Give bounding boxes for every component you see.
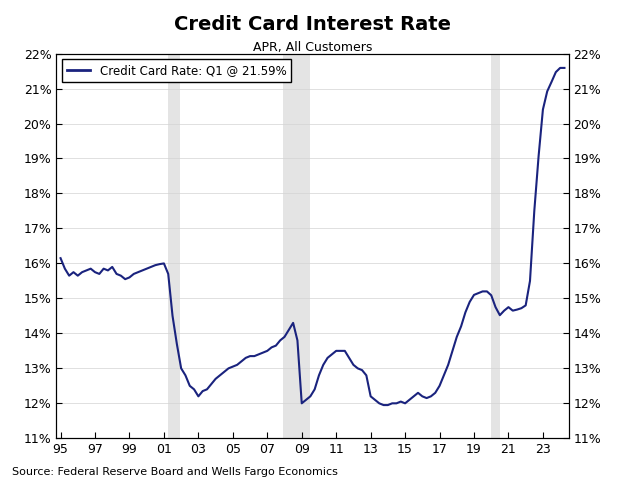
Text: APR, All Customers: APR, All Customers (253, 41, 372, 55)
Text: Credit Card Interest Rate: Credit Card Interest Rate (174, 15, 451, 34)
Text: Source: Federal Reserve Board and Wells Fargo Economics: Source: Federal Reserve Board and Wells … (12, 467, 338, 477)
Legend: Credit Card Rate: Q1 @ 21.59%: Credit Card Rate: Q1 @ 21.59% (62, 59, 291, 82)
Bar (168, 54, 180, 438)
Bar (491, 54, 500, 438)
Bar (283, 54, 311, 438)
